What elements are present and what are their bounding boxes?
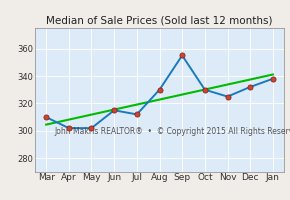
Point: [112, 109, 117, 112]
Point: [44, 116, 48, 119]
Point: [157, 88, 162, 91]
Point: [202, 88, 207, 91]
Point: [180, 54, 184, 57]
Point: [135, 113, 139, 116]
Point: [248, 85, 253, 89]
Point: [225, 95, 230, 98]
Title: Median of Sale Prices (Sold last 12 months): Median of Sale Prices (Sold last 12 mont…: [46, 16, 273, 26]
Point: [66, 127, 71, 130]
Point: [89, 127, 94, 130]
Point: [271, 77, 275, 80]
Text: John Makris REALTOR®  •  © Copyright 2015 All Rights Reserve: John Makris REALTOR® • © Copyright 2015 …: [55, 127, 290, 136]
